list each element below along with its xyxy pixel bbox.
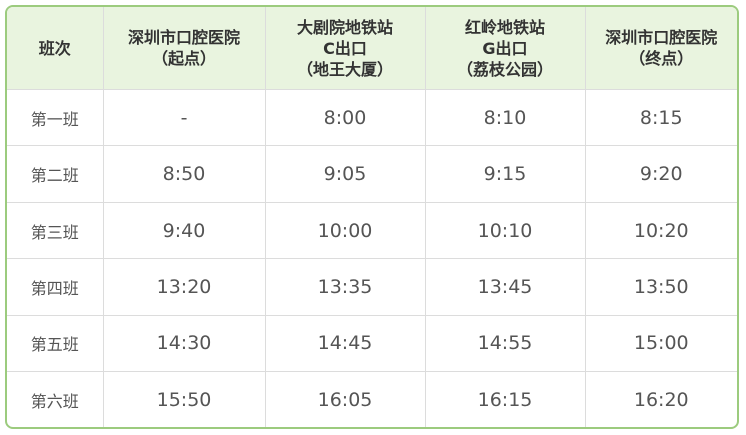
header-cell: 大剧院地铁站 C出口 （地王大厦）: [264, 7, 426, 90]
header-text: （荔枝公园）: [456, 59, 553, 79]
header-text: 红岭地铁站: [464, 17, 545, 37]
time-cell: 13:50: [584, 258, 737, 316]
header-row: 班次 深圳市口腔医院 （起点） 大剧院地铁站 C出口 （地王大厦） 红岭地铁站 G出口 （荔枝公…: [7, 7, 737, 90]
time-cell: 13:35: [264, 258, 426, 316]
table-row: 第四班 13:20 13:35 13:45 13:50: [7, 258, 737, 316]
header-cell: 深圳市口腔医院 （起点）: [102, 7, 266, 90]
time-cell: 13:20: [102, 258, 266, 316]
time-cell: 8:10: [424, 88, 586, 147]
time-cell: 14:30: [102, 314, 266, 373]
table-body: 第一班 -8:00 8:10 8:15 第二班 8:50 9:05 9:15 9:20 第三班 9:…: [7, 88, 737, 427]
time-cell: 9:20: [584, 145, 737, 203]
time-cell: 14:55: [424, 314, 586, 373]
time-cell: 8:50: [102, 145, 266, 203]
time-cell: -: [102, 88, 266, 147]
time-cell: 15:50: [102, 371, 266, 427]
table-row: 第三班 9:40 10:00 10:10 10:20: [7, 201, 737, 260]
header-text: 班次: [38, 38, 71, 58]
shift-label: 第六班: [7, 371, 104, 427]
header-text: 大剧院地铁站: [296, 17, 393, 37]
header-text: （终点）: [629, 49, 694, 68]
time-cell: 13:45: [424, 258, 586, 316]
time-cell: 8:15: [584, 88, 737, 147]
time-cell: 9:15: [424, 145, 586, 203]
shift-label: 第一班: [7, 88, 104, 147]
time-cell: 10:10: [424, 201, 586, 260]
header-cell: 班次: [7, 7, 104, 90]
time-cell: 10:00: [264, 201, 426, 260]
table-row: 第一班 -8:00 8:10 8:15: [7, 88, 737, 147]
header-text: G出口: [482, 38, 528, 58]
shift-label: 第四班: [7, 258, 104, 316]
header-text: （起点）: [151, 49, 216, 68]
schedule-table-frame: 班次 深圳市口腔医院 （起点） 大剧院地铁站 C出口 （地王大厦） 红岭地铁站 G出口 （荔枝公…: [5, 5, 739, 429]
table-row: 第二班 8:50 9:05 9:15 9:20: [7, 145, 737, 203]
time-cell: 16:20: [584, 371, 737, 427]
time-cell: 10:20: [584, 201, 737, 260]
time-cell: 16:05: [264, 371, 426, 427]
shift-label: 第五班: [7, 314, 104, 373]
table-row: 第六班 15:50 16:05 16:15 16:20: [7, 371, 737, 427]
header-text: C出口: [323, 38, 367, 58]
time-cell: 9:05: [264, 145, 426, 203]
time-cell: 8:00: [264, 88, 426, 147]
time-cell: 9:40: [102, 201, 266, 260]
header-text: （地王大厦）: [296, 59, 393, 79]
table-row: 第五班 14:30 14:45 14:55 15:00: [7, 314, 737, 373]
time-cell: 16:15: [424, 371, 586, 427]
header-text: 深圳市口腔医院: [605, 28, 718, 47]
schedule-table: 班次 深圳市口腔医院 （起点） 大剧院地铁站 C出口 （地王大厦） 红岭地铁站 G出口 （荔枝公…: [7, 7, 737, 427]
header-cell: 深圳市口腔医院 （终点）: [584, 7, 737, 90]
shift-label: 第三班: [7, 201, 104, 260]
header-text: 深圳市口腔医院: [127, 28, 240, 47]
header-cell: 红岭地铁站 G出口 （荔枝公园）: [424, 7, 586, 90]
time-cell: 14:45: [264, 314, 426, 373]
shift-label: 第二班: [7, 145, 104, 203]
time-cell: 15:00: [584, 314, 737, 373]
